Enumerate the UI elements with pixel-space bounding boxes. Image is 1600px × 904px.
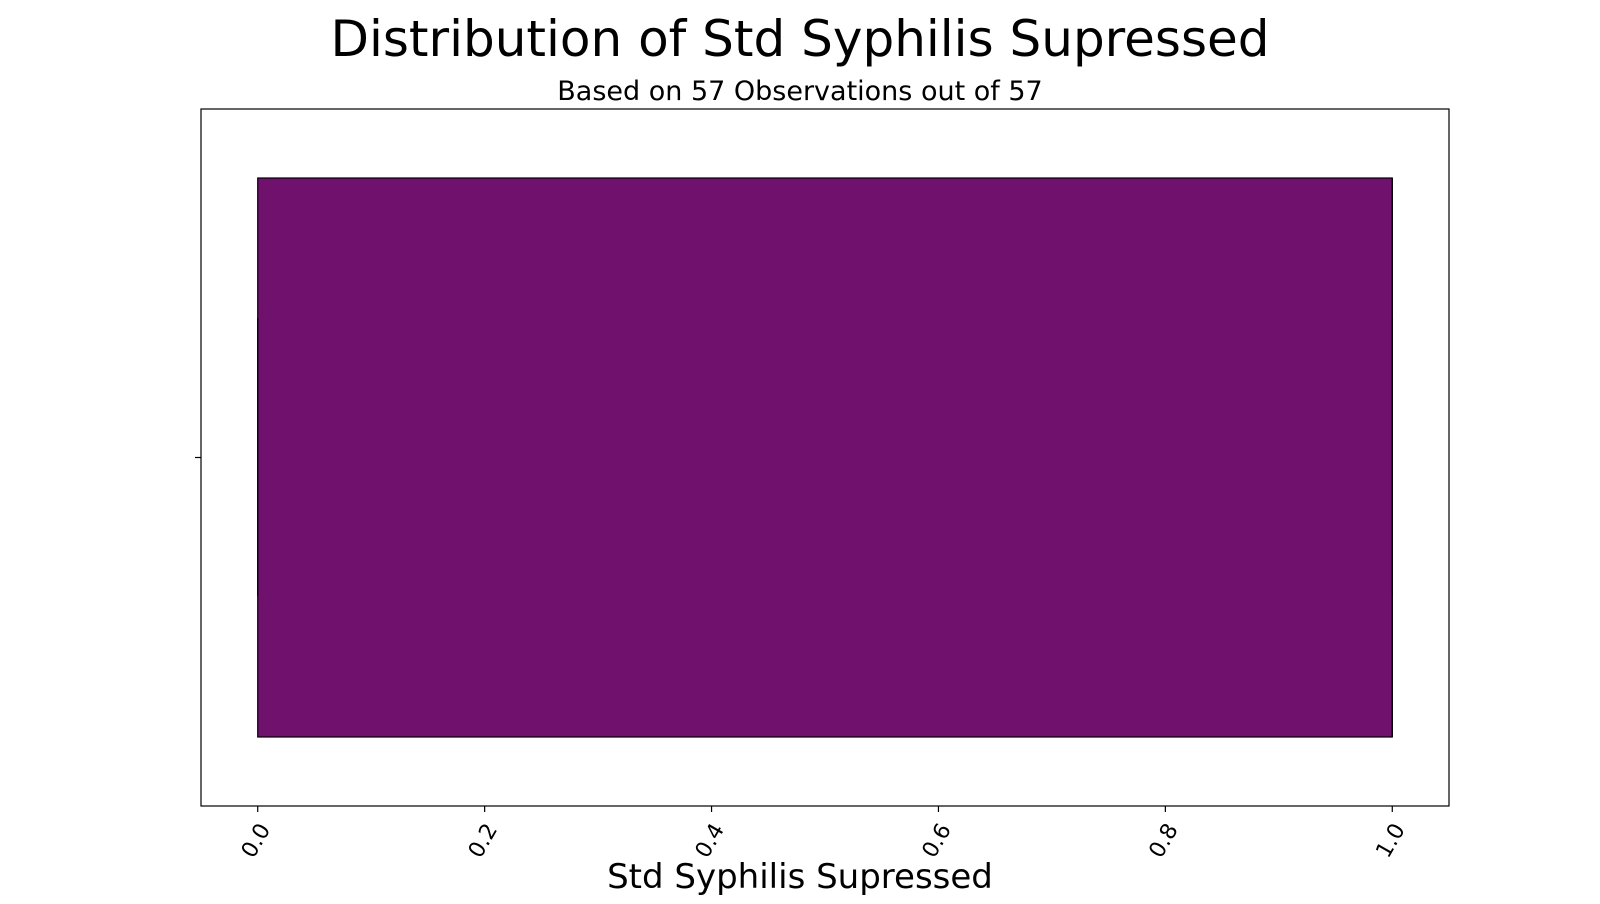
x-tick-label: 0.6 <box>918 820 957 863</box>
x-tick-label: 0.4 <box>691 820 730 863</box>
x-tick-label: 0.0 <box>237 820 276 863</box>
x-tick-label: 0.2 <box>464 820 503 863</box>
chart-subtitle: Based on 57 Observations out of 57 <box>557 76 1042 107</box>
plot-area: 0.0 0.2 0.4 0.6 0.8 1.0 <box>195 108 1450 863</box>
x-tick-label: 1.0 <box>1372 820 1411 863</box>
chart-title: Distribution of Std Syphilis Supressed <box>330 10 1269 68</box>
x-tick-label: 0.8 <box>1145 820 1184 863</box>
x-axis-label: Std Syphilis Supressed <box>607 857 993 897</box>
box <box>257 177 1393 738</box>
